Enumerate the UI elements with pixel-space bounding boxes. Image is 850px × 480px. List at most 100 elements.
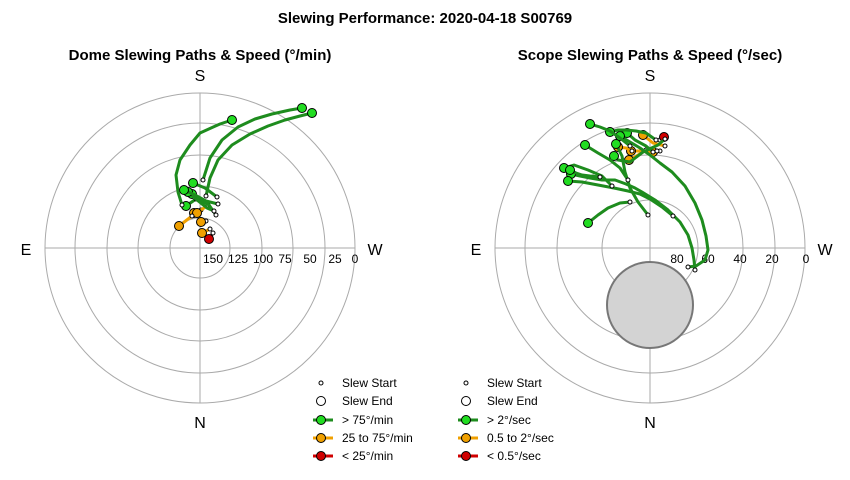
scope-legend-medium: 0.5 to 2°/sec <box>487 431 554 445</box>
scope-slew-end-point <box>585 119 595 129</box>
scope-slew-start-point <box>662 136 668 142</box>
dome-grid-ring <box>74 122 326 374</box>
dome-slew-start-point <box>213 212 219 218</box>
dome-slew-end-point <box>179 185 189 195</box>
scope-chart-title: Scope Slewing Paths & Speed (°/sec) <box>518 47 782 64</box>
scope-radial-tick-label: 60 <box>701 252 715 266</box>
dome-slew-start-point <box>214 194 220 200</box>
dome-slew-start-point <box>210 230 216 236</box>
scope-radial-tick-label: 0 <box>803 252 810 266</box>
dome-radial-tick-label: 125 <box>228 252 248 266</box>
dome-slew-end-point <box>307 108 317 118</box>
scope-slew-end-point <box>611 139 621 149</box>
scope-slew-path <box>588 122 632 148</box>
dome-legend-end: Slew End <box>342 394 393 408</box>
scope-slew-start-point <box>645 212 651 218</box>
legend-slew-end-marker <box>461 396 471 406</box>
scope-grid-ring <box>494 92 806 404</box>
dome-slew-start-point <box>207 226 213 232</box>
figure-title: Slewing Performance: 2020-04-18 S00769 <box>278 10 572 27</box>
scope-legend: Slew Start Slew End > 2°/sec 0.5 to 2°/s… <box>458 376 554 463</box>
dome-direction-right: W <box>367 242 383 259</box>
scope-slew-start-point <box>627 143 633 149</box>
scope-slew-end-point <box>580 140 590 150</box>
dome-slew-path <box>204 111 314 198</box>
scope-radial-tick-label: 20 <box>765 252 779 266</box>
legend-slew-start-marker <box>463 380 469 386</box>
scope-legend-slow: < 0.5°/sec <box>487 449 541 463</box>
scope-grid-ring <box>524 122 776 374</box>
scope-slew-path <box>583 143 630 182</box>
dome-slew-path <box>174 118 234 207</box>
legend-slew-start-marker <box>318 380 324 386</box>
dome-radial-tick-label: 0 <box>352 252 359 266</box>
legend-medium-marker <box>316 433 326 443</box>
legend-medium-marker <box>461 433 471 443</box>
dome-slew-end-point <box>197 228 207 238</box>
dome-radial-tick-label: 150 <box>203 252 223 266</box>
scope-slew-end-point <box>563 176 573 186</box>
scope-slew-path <box>625 131 655 154</box>
scope-legend-fast: > 2°/sec <box>487 413 531 427</box>
dome-slew-end-point <box>188 178 198 188</box>
dome-slew-end-point <box>297 103 307 113</box>
legend-slew-end-marker <box>316 396 326 406</box>
dome-slew-start-point <box>203 193 209 199</box>
dome-slew-end-point <box>204 234 214 244</box>
scope-slew-path <box>566 179 675 218</box>
scope-slew-end-point <box>565 165 575 175</box>
scope-slew-start-point <box>685 264 691 270</box>
scope-legend-start: Slew Start <box>487 376 542 390</box>
dome-slew-end-point <box>196 217 206 227</box>
dome-direction-left: E <box>21 242 32 259</box>
scope-slew-start-point <box>627 199 633 205</box>
scope-polar-chart: Scope Slewing Paths & Speed (°/sec) S E … <box>471 47 834 432</box>
dome-slew-end-point <box>174 221 184 231</box>
dome-legend-medium: 25 to 75°/min <box>342 431 413 445</box>
scope-direction-top: S <box>645 68 656 85</box>
scope-blocked-region <box>606 261 694 349</box>
scope-slew-start-point <box>625 177 631 183</box>
scope-slew-start-point <box>629 148 635 154</box>
scope-legend-end: Slew End <box>487 394 538 408</box>
scope-direction-right: W <box>817 242 833 259</box>
dome-radial-tick-label: 50 <box>303 252 317 266</box>
legend-slow-marker <box>316 451 326 461</box>
dome-direction-top: S <box>195 68 206 85</box>
scope-slew-start-point <box>662 143 668 149</box>
scope-slew-start-point <box>692 267 698 273</box>
dome-slew-start-point <box>211 208 217 214</box>
dome-radial-tick-label: 100 <box>253 252 273 266</box>
legend-slow-marker <box>461 451 471 461</box>
dome-slew-start-point <box>200 177 206 183</box>
dome-legend: Slew Start Slew End > 75°/min 25 to 75°/… <box>313 376 413 463</box>
scope-direction-bottom: N <box>644 415 656 432</box>
scope-slew-start-point <box>653 137 659 143</box>
scope-slew-start-point <box>670 213 676 219</box>
dome-slew-start-point <box>215 201 221 207</box>
dome-legend-fast: > 75°/min <box>342 413 393 427</box>
dome-slew-start-point <box>179 202 185 208</box>
dome-slew-start-point <box>189 213 195 219</box>
dome-slew-end-point <box>227 115 237 125</box>
dome-slew-path <box>182 188 220 206</box>
scope-slew-start-point <box>650 149 656 155</box>
scope-slew-path <box>618 134 710 269</box>
scope-slew-start-point <box>609 183 615 189</box>
scope-radial-tick-label: 40 <box>733 252 747 266</box>
scope-slew-start-point <box>597 174 603 180</box>
dome-legend-start: Slew Start <box>342 376 397 390</box>
scope-slew-path <box>569 172 697 272</box>
scope-slew-path <box>586 200 632 225</box>
scope-slew-start-point <box>654 148 660 154</box>
scope-slew-end-point <box>609 151 619 161</box>
legend-fast-marker <box>461 415 471 425</box>
scope-slew-path <box>608 128 658 142</box>
scope-direction-left: E <box>471 242 482 259</box>
legend-fast-marker <box>316 415 326 425</box>
dome-polar-chart: Dome Slewing Paths & Speed (°/min) S E W… <box>21 47 384 432</box>
dome-radial-tick-label: 75 <box>278 252 292 266</box>
scope-radial-tick-label: 80 <box>670 252 684 266</box>
